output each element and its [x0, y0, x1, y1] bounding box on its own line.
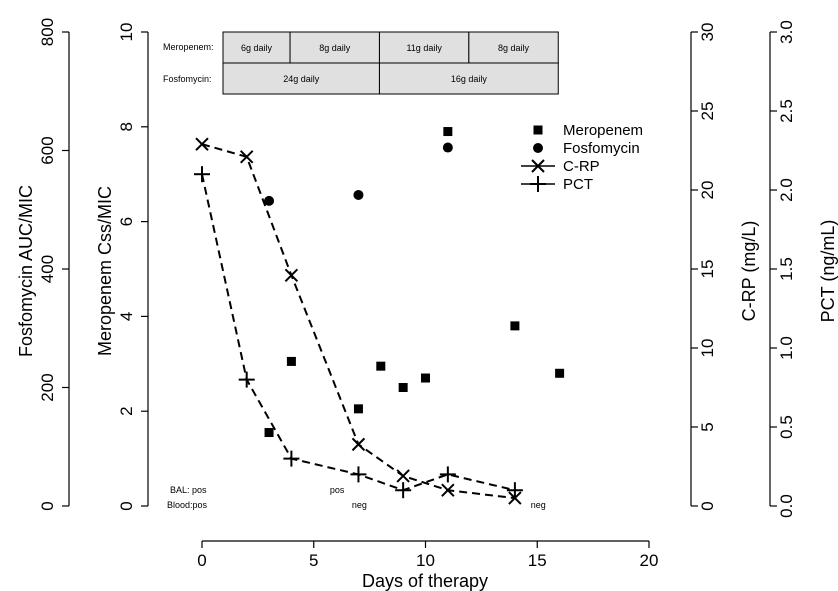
dosing-meropenem-cell [289, 31, 380, 64]
pct-point [283, 450, 300, 467]
blood-label: Blood:pos [167, 500, 208, 510]
c-rp-point [195, 137, 209, 151]
crp-tick-label: 5 [698, 422, 717, 431]
meropenem-point [376, 361, 386, 371]
fosfomycin-tick-label: 400 [38, 255, 57, 283]
x-tick-label: 5 [309, 551, 318, 570]
meropenem-point [443, 127, 453, 137]
pct-point [194, 166, 210, 183]
dosing-fosfomycin-cell-text: 16g daily [451, 74, 488, 84]
crp-tick-label: 10 [698, 339, 717, 358]
c-rp-point [284, 268, 299, 283]
culture-annotation: neg [352, 500, 367, 510]
pct-axis-title: PCT (ng/mL) [818, 220, 838, 323]
meropenem-point [555, 368, 565, 378]
fosfomycin-tick-label: 200 [38, 373, 57, 401]
dosing-meropenem-cell [222, 31, 291, 64]
legend-pct-label: PCT [563, 176, 593, 193]
bal-label: BAL: pos [170, 485, 207, 495]
pct-tick-label: 0.0 [777, 494, 796, 518]
pct-point [395, 482, 412, 499]
meropenem-tick-label: 0 [117, 501, 136, 510]
culture-annotation: pos [330, 485, 345, 495]
fosfomycin-tick-label: 800 [38, 18, 57, 46]
legend-meropenem-label: Meropenem [563, 122, 643, 139]
pct-point [238, 371, 255, 388]
fosfomycin-point [353, 189, 364, 200]
legend-fosfomycin-label: Fosfomycin [563, 140, 640, 157]
legend-meropenem-marker [533, 125, 543, 135]
legend-pct-marker [530, 176, 546, 192]
crp-tick-label: 25 [698, 102, 717, 121]
meropenem-tick-label: 6 [117, 217, 136, 226]
meropenem-point [398, 383, 408, 392]
meropenem-tick-label: 2 [117, 406, 136, 415]
meropenem-point [353, 404, 363, 414]
dosing-meropenem-cell-text: 11g daily [406, 43, 442, 53]
fosfomycin-point [442, 142, 453, 153]
dosing-fosfomycin-cell [378, 62, 559, 95]
dosing-label-fosfomycin: Fosfomycin: [163, 74, 212, 84]
meropenem-point [286, 356, 296, 366]
dosing-meropenem-cell-text: 8g daily [498, 43, 530, 53]
dosing-meropenem-cell-text: 8g daily [319, 43, 351, 53]
dosing-fosfomycin-cell [222, 62, 380, 95]
dosing-table: Meropenem: Fosfomycin: 6g daily 8g daily 1… [163, 31, 559, 95]
x-tick-label: 20 [640, 551, 659, 570]
meropenem-axis-title: Meropenem Css/MIC [95, 186, 115, 356]
meropenem-point [264, 428, 274, 438]
legend-c-rp-marker [531, 159, 545, 173]
crp-tick-label: 15 [698, 260, 717, 279]
legend-fosfomycin-marker [533, 143, 543, 153]
legend-c-rp-label: C-RP [563, 158, 600, 175]
dosing-meropenem-cell [378, 31, 470, 64]
c-rp-point [351, 437, 366, 452]
fosfomycin-point [264, 195, 275, 206]
meropenem-point [510, 321, 520, 331]
fosfomycin-axis-title: Fosfomycin AUC/MIC [16, 185, 36, 357]
pct-tick-label: 0.5 [777, 415, 796, 439]
pct-tick-label: 1.0 [777, 336, 796, 360]
pct-point [350, 466, 367, 483]
meropenem-tick-label: 8 [117, 122, 136, 131]
x-tick-label: 10 [416, 551, 435, 570]
pct-tick-label: 2.5 [777, 99, 796, 123]
dosing-label-meropenem: Meropenem: [163, 42, 214, 52]
pct-tick-label: 1.5 [777, 257, 796, 281]
fosfomycin-tick-label: 0 [38, 501, 57, 510]
pct-tick-label: 2.0 [777, 178, 796, 202]
x-tick-label: 15 [528, 551, 547, 570]
dosing-fosfomycin-cell-text: 24g daily [283, 74, 320, 84]
pct-point [439, 466, 456, 483]
x-axis-title: Days of therapy [362, 571, 488, 591]
dosing-meropenem-cell [468, 31, 559, 64]
c-rp-point [441, 483, 455, 497]
crp-tick-label: 30 [698, 23, 717, 42]
crp-axis-title: C-RP (mg/L) [739, 221, 759, 322]
culture-annotation: neg [531, 500, 546, 510]
crp-tick-label: 20 [698, 181, 717, 200]
c-rp-point [396, 469, 410, 483]
crp-tick-label: 0 [698, 501, 717, 510]
fosfomycin-tick-label: 600 [38, 136, 57, 164]
x-tick-label: 0 [197, 551, 206, 570]
meropenem-tick-label: 4 [117, 312, 136, 321]
dosing-meropenem-cell-text: 6g daily [241, 43, 273, 53]
c-rp-point [239, 150, 254, 164]
pct-point [506, 482, 523, 499]
meropenem-tick-label: 10 [117, 23, 136, 42]
pct-tick-label: 3.0 [777, 20, 796, 44]
meropenem-point [421, 373, 430, 383]
